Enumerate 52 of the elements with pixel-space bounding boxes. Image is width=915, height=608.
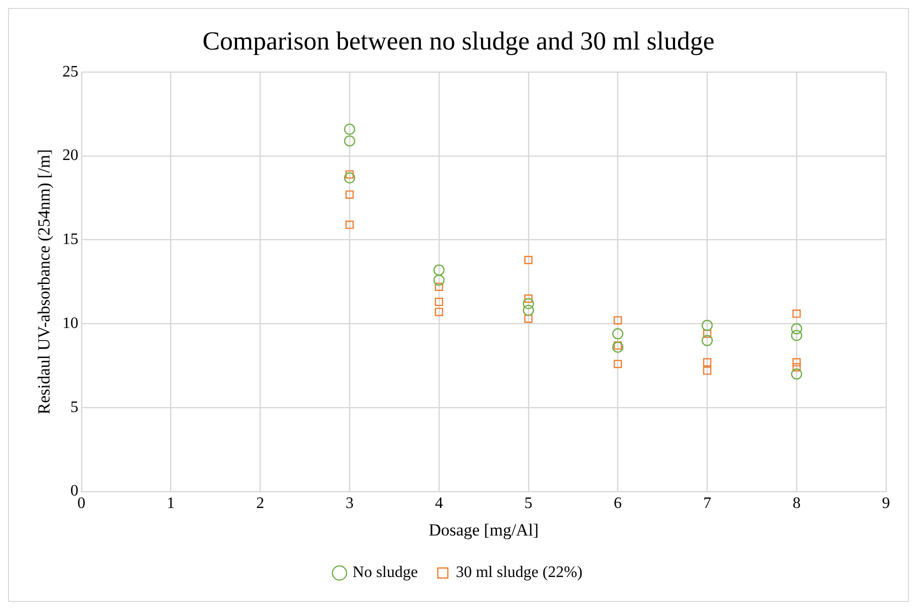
- point: [791, 368, 802, 380]
- point: [703, 366, 712, 375]
- point: [791, 323, 802, 334]
- point: [792, 358, 801, 366]
- point: [524, 314, 533, 323]
- x-axis-title: Dosage [mg/Al]: [428, 520, 539, 540]
- point: [434, 308, 444, 316]
- point: [522, 304, 534, 316]
- point: [434, 282, 444, 291]
- y-tick-label: 0: [70, 482, 78, 500]
- point: [703, 330, 712, 338]
- x-tick-label: 4: [435, 495, 443, 512]
- y-tick-label: 20: [62, 147, 78, 164]
- point: [522, 298, 534, 310]
- point: [524, 256, 533, 264]
- point: [614, 360, 622, 368]
- point: [433, 274, 445, 286]
- x-tick-label: 9: [882, 495, 890, 512]
- point: [434, 298, 444, 306]
- point: [344, 172, 356, 184]
- point: [344, 124, 356, 135]
- point: [791, 330, 802, 342]
- x-tick-label: 7: [703, 495, 712, 512]
- x-tick-label: 3: [346, 495, 354, 512]
- point: [614, 316, 622, 324]
- legend-label: No sludge: [352, 564, 418, 582]
- point: [345, 170, 354, 179]
- point: [703, 358, 712, 366]
- point: [345, 220, 354, 229]
- point: [345, 190, 354, 199]
- chart-title: Comparison between no sludge and 30 ml sludge: [202, 26, 714, 56]
- y-tick-label: 15: [62, 231, 78, 248]
- point: [702, 334, 713, 346]
- y-tick-label: 5: [70, 398, 78, 416]
- x-tick-label: 6: [614, 495, 622, 512]
- point: [433, 264, 445, 276]
- point: [612, 328, 624, 340]
- point: [792, 310, 801, 318]
- x-tick-label: 5: [524, 495, 532, 512]
- point: [702, 320, 713, 331]
- x-tick-label: 1: [166, 495, 175, 512]
- point: [614, 341, 622, 350]
- point: [524, 294, 533, 303]
- y-tick-label: 25: [62, 63, 78, 80]
- point: [612, 342, 624, 353]
- legend-label: 30 ml sludge (22%): [456, 564, 582, 582]
- point: [344, 135, 356, 147]
- point: [792, 363, 801, 372]
- y-tick-label: 10: [62, 314, 78, 332]
- x-tick-label: 8: [792, 495, 801, 512]
- x-tick-label: 2: [256, 495, 264, 512]
- y-axis-title: Residaul UV-absorbance (254nm) [/m]: [34, 149, 54, 414]
